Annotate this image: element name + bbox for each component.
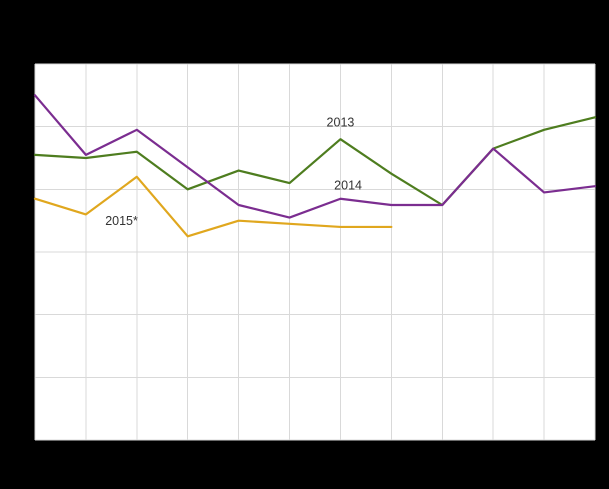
series-line-2014: [33, 94, 597, 219]
annotation-2013-label: 2013: [327, 116, 355, 130]
series-line-2013: [33, 116, 597, 207]
series-lines: [33, 94, 597, 238]
series-line-2015: [33, 175, 393, 238]
series-annotations: 2013 2014 2015*: [105, 116, 362, 228]
annotation-2015-label: 2015*: [105, 214, 138, 228]
annotation-2014-label: 2014: [334, 178, 362, 192]
gridlines: [34, 63, 596, 441]
